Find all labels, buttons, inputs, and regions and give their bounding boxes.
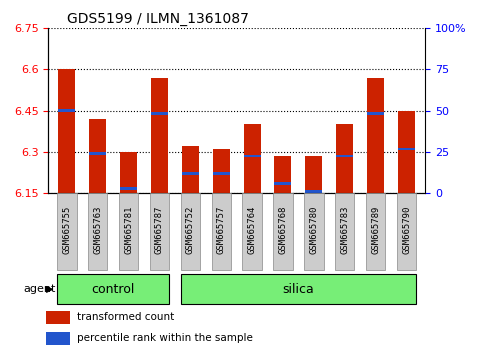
- Bar: [397, 193, 416, 270]
- Text: GSM665768: GSM665768: [279, 205, 287, 254]
- Bar: [274, 156, 291, 193]
- Bar: [273, 193, 293, 270]
- Text: GSM665789: GSM665789: [371, 205, 380, 254]
- Bar: [213, 149, 230, 193]
- Bar: [212, 193, 231, 270]
- Bar: [182, 146, 199, 193]
- Text: percentile rank within the sample: percentile rank within the sample: [77, 333, 253, 343]
- Bar: [182, 172, 199, 175]
- Bar: [57, 274, 169, 304]
- Bar: [305, 190, 322, 193]
- Bar: [274, 182, 291, 185]
- Bar: [181, 274, 416, 304]
- Text: GSM665787: GSM665787: [155, 205, 164, 254]
- Bar: [58, 109, 75, 112]
- Text: agent: agent: [23, 284, 56, 295]
- Bar: [150, 193, 169, 270]
- Bar: [243, 155, 261, 157]
- Bar: [336, 124, 353, 193]
- Text: GSM665752: GSM665752: [186, 205, 195, 254]
- Bar: [213, 172, 230, 175]
- Text: GSM665790: GSM665790: [402, 205, 411, 254]
- Bar: [366, 193, 385, 270]
- Bar: [336, 155, 353, 157]
- Bar: [335, 193, 355, 270]
- Bar: [304, 193, 324, 270]
- Text: transformed count: transformed count: [77, 312, 174, 322]
- Text: silica: silica: [283, 283, 314, 296]
- Bar: [242, 193, 262, 270]
- Text: GSM665755: GSM665755: [62, 205, 71, 254]
- Bar: [46, 332, 70, 345]
- Text: GSM665783: GSM665783: [340, 205, 349, 254]
- Text: GSM665757: GSM665757: [217, 205, 226, 254]
- Bar: [367, 112, 384, 115]
- Text: GSM665781: GSM665781: [124, 205, 133, 254]
- Bar: [88, 193, 107, 270]
- Bar: [89, 152, 106, 155]
- Bar: [151, 78, 168, 193]
- Bar: [119, 193, 138, 270]
- Bar: [398, 148, 415, 150]
- Bar: [151, 112, 168, 115]
- Bar: [181, 193, 200, 270]
- Bar: [120, 152, 137, 193]
- Bar: [89, 119, 106, 193]
- Bar: [398, 111, 415, 193]
- Bar: [120, 188, 137, 190]
- Bar: [46, 311, 70, 324]
- Text: GSM665780: GSM665780: [310, 205, 318, 254]
- Text: control: control: [91, 283, 135, 296]
- Bar: [58, 69, 75, 193]
- Bar: [57, 193, 77, 270]
- Bar: [243, 124, 261, 193]
- Bar: [367, 78, 384, 193]
- Text: GDS5199 / ILMN_1361087: GDS5199 / ILMN_1361087: [67, 12, 249, 26]
- Bar: [305, 156, 322, 193]
- Text: GSM665763: GSM665763: [93, 205, 102, 254]
- Text: GSM665764: GSM665764: [248, 205, 256, 254]
